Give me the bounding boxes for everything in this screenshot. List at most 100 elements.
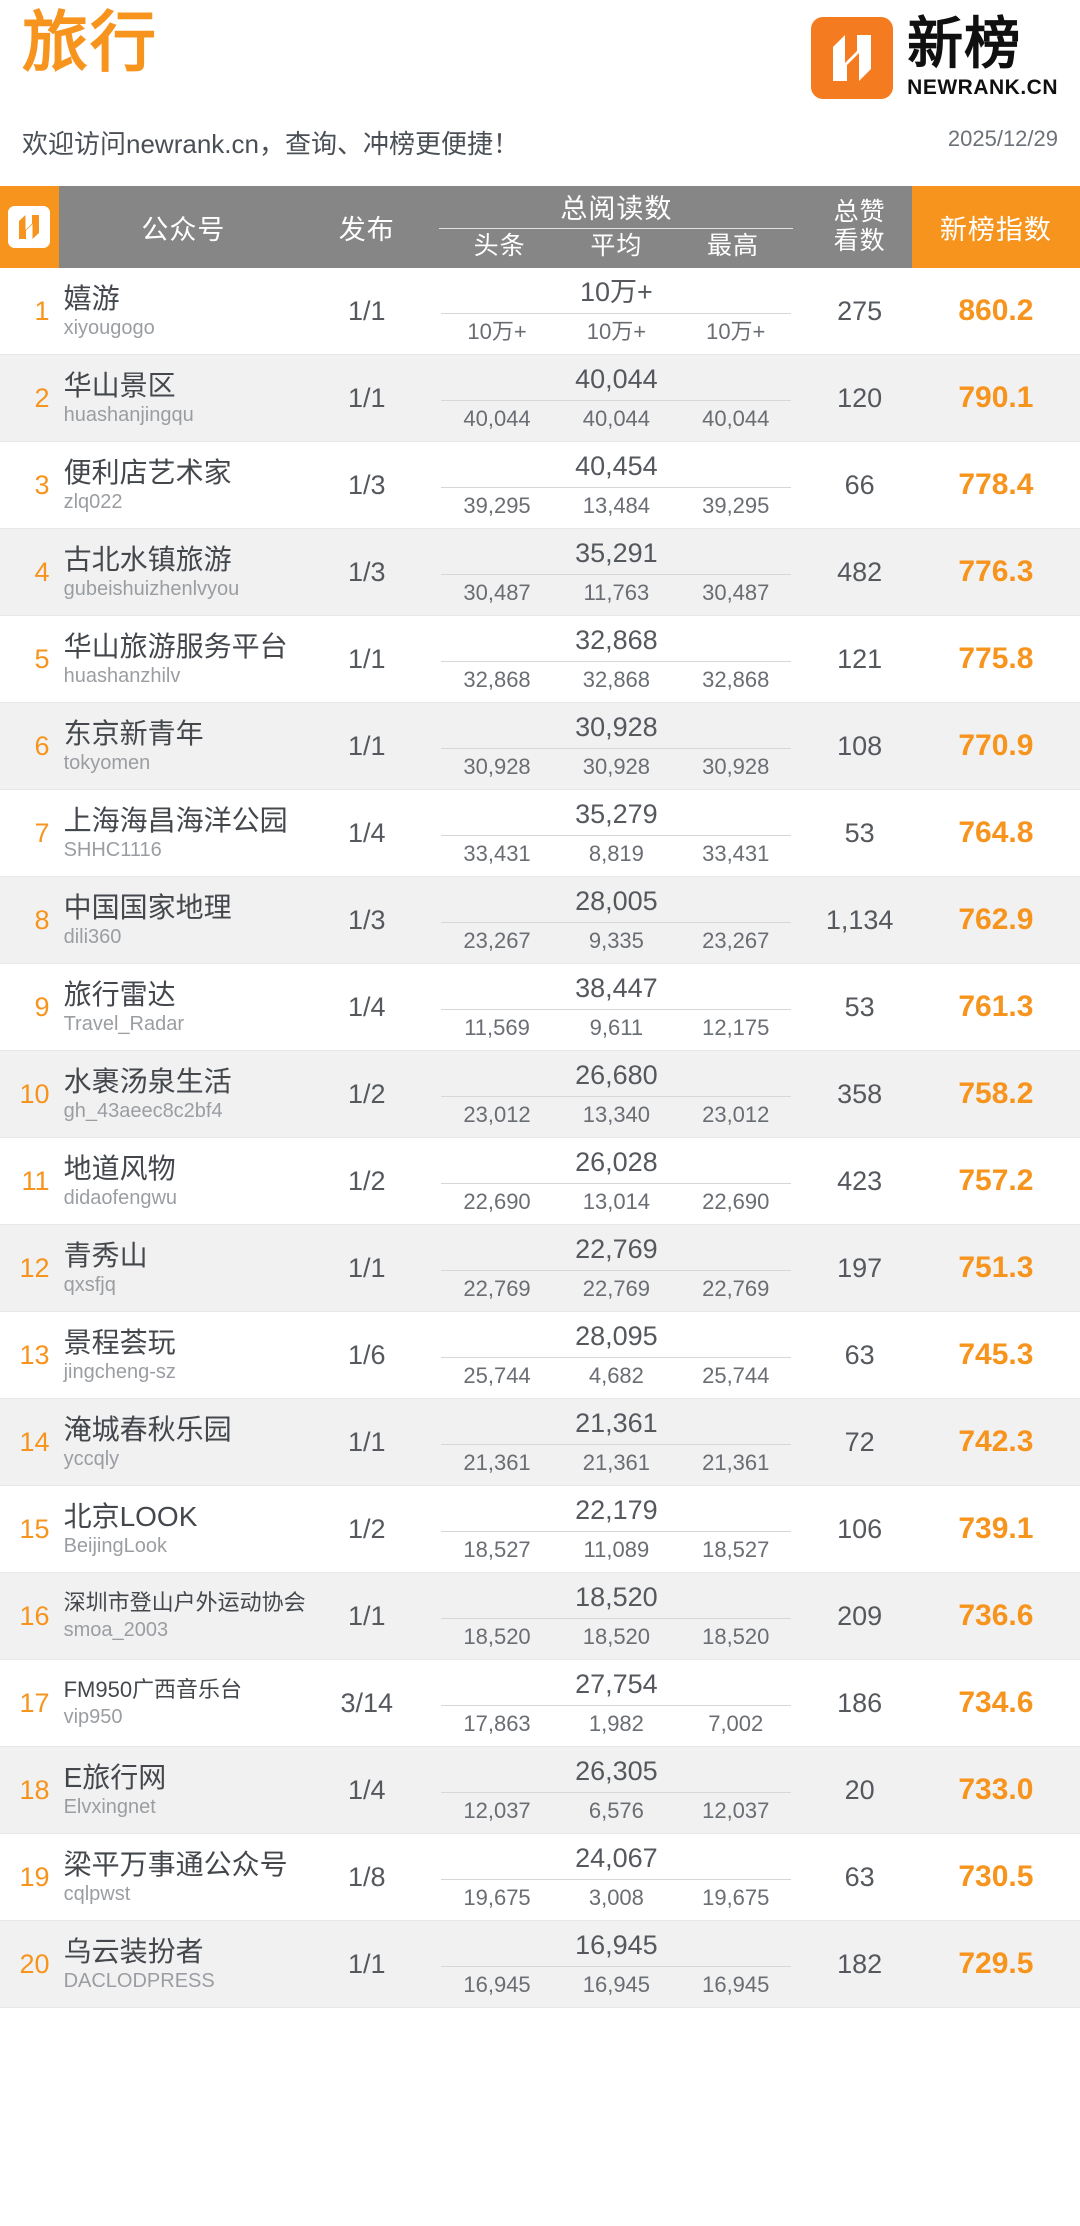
reads-max: 30,487	[702, 580, 770, 605]
table-row[interactable]: 17 FM950广西音乐台 vip950 3/14 27,754 17,863 1,982 7…	[0, 1659, 1080, 1747]
table-row[interactable]: 11 地道风物 didaofengwu 1/2 26,028 22,690 13,014 22…	[0, 1137, 1080, 1225]
newrank-logo-icon	[811, 17, 894, 99]
account-cell[interactable]: 华山景区 huashanjingqu	[59, 355, 309, 442]
account-name: 旅行雷达	[63, 978, 176, 1010]
newrank-index: 733.0	[958, 1773, 1034, 1806]
reads-divider	[441, 487, 792, 488]
rank-number: 2	[34, 382, 50, 413]
account-cell[interactable]: 上海海昌海洋公园 SHHC1116	[59, 790, 309, 877]
table-row[interactable]: 12 青秀山 qxsfjq 1/1 22,769 22,769 22,769 22,769 19…	[0, 1224, 1080, 1312]
reads-cell: 30,928 30,928 30,928 30,928	[425, 703, 807, 790]
account-cell[interactable]: 便利店艺术家 zlq022	[59, 442, 309, 529]
table-row[interactable]: 3 便利店艺术家 zlq022 1/3 40,454 39,295 13,484 39,295…	[0, 441, 1080, 529]
reads-average: 8,819	[588, 841, 644, 866]
reads-divider	[441, 1183, 792, 1184]
likes-count: 120	[837, 382, 883, 413]
account-cell[interactable]: 华山旅游服务平台 huashanzhilv	[59, 616, 309, 703]
account-cell[interactable]: 景程荟玩 jingcheng-sz	[59, 1312, 309, 1399]
newrank-index: 734.6	[958, 1686, 1034, 1719]
header-reads-average: 平均	[590, 231, 643, 260]
account-cell[interactable]: 水裹汤泉生活 gh_43aeec8c2bf4	[59, 1051, 309, 1138]
table-row[interactable]: 4 古北水镇旅游 gubeishuizhenlvyou 1/3 35,291 30,487…	[0, 528, 1080, 616]
reads-max: 18,520	[702, 1624, 770, 1649]
account-cell[interactable]: 深圳市登山户外运动协会 smoa_2003	[59, 1573, 309, 1660]
table-row[interactable]: 7 上海海昌海洋公园 SHHC1116 1/4 35,279 33,431 8,819 33,…	[0, 789, 1080, 877]
table-row[interactable]: 10 水裹汤泉生活 gh_43aeec8c2bf4 1/2 26,680 23,012 13…	[0, 1050, 1080, 1138]
rank-number: 6	[34, 730, 50, 761]
publish-count: 1/1	[347, 1426, 386, 1457]
table-row[interactable]: 13 景程荟玩 jingcheng-sz 1/6 28,095 25,744 4,682 25…	[0, 1311, 1080, 1399]
account-cell[interactable]: FM950广西音乐台 vip950	[59, 1660, 309, 1747]
rank-number: 12	[19, 1252, 50, 1283]
reads-headline: 23,012	[463, 1102, 531, 1127]
reads-max: 32,868	[702, 667, 770, 692]
publish-count: 1/6	[347, 1339, 386, 1370]
table-row[interactable]: 2 华山景区 huashanjingqu 1/1 40,044 40,044 40,044 4…	[0, 354, 1080, 442]
account-cell[interactable]: 中国国家地理 dili360	[59, 877, 309, 964]
reads-cell: 18,520 18,520 18,520 18,520	[425, 1573, 807, 1660]
likes-count: 358	[837, 1078, 883, 1109]
table-body: 1 嬉游 xiyougogo 1/1 10万+ 10万+ 10万+ 10万+ 275 860.2 2…	[0, 268, 1080, 2008]
reads-divider	[441, 1096, 792, 1097]
account-cell[interactable]: E旅行网 Elvxingnet	[59, 1747, 309, 1834]
table-row[interactable]: 19 梁平万事通公众号 cqlpwst 1/8 24,067 19,675 3,008 19,…	[0, 1833, 1080, 1921]
likes-count: 182	[837, 1948, 883, 1979]
table-row[interactable]: 18 E旅行网 Elvxingnet 1/4 26,305 12,037 6,576 12,0…	[0, 1746, 1080, 1834]
reads-divider	[441, 1444, 792, 1445]
table-row[interactable]: 16 深圳市登山户外运动协会 smoa_2003 1/1 18,520 18,520 18,…	[0, 1572, 1080, 1660]
table-row[interactable]: 14 淹城春秋乐园 yccqly 1/1 21,361 21,361 21,361 21,36…	[0, 1398, 1080, 1486]
account-name: 青秀山	[63, 1239, 148, 1271]
reads-divider	[441, 922, 792, 923]
reads-total: 26,305	[575, 1756, 658, 1786]
likes-count: 63	[844, 1861, 875, 1892]
likes-count: 53	[844, 817, 875, 848]
publish-count: 1/2	[347, 1513, 386, 1544]
reads-cell: 40,454 39,295 13,484 39,295	[425, 442, 807, 529]
reads-average: 13,484	[582, 493, 651, 518]
reads-headline: 23,267	[463, 928, 531, 953]
account-cell[interactable]: 东京新青年 tokyomen	[59, 703, 309, 790]
newrank-index: 761.3	[958, 990, 1034, 1023]
table-row[interactable]: 6 东京新青年 tokyomen 1/1 30,928 30,928 30,928 30,92…	[0, 702, 1080, 790]
account-cell[interactable]: 淹城春秋乐园 yccqly	[59, 1399, 309, 1486]
table-row[interactable]: 20 乌云装扮者 DACLODPRESS 1/1 16,945 16,945 16,945 1…	[0, 1920, 1080, 2008]
publish-count: 1/1	[347, 1252, 386, 1283]
table-row[interactable]: 8 中国国家地理 dili360 1/3 28,005 23,267 9,335 23,267…	[0, 876, 1080, 964]
account-cell[interactable]: 嬉游 xiyougogo	[59, 268, 309, 355]
account-cell[interactable]: 古北水镇旅游 gubeishuizhenlvyou	[59, 529, 309, 616]
account-id: SHHC1116	[63, 839, 162, 862]
account-name: E旅行网	[63, 1761, 167, 1793]
reads-average: 30,928	[582, 754, 651, 779]
reads-total: 40,044	[575, 364, 658, 394]
account-cell[interactable]: 梁平万事通公众号 cqlpwst	[59, 1834, 309, 1921]
newrank-index: 757.2	[958, 1164, 1034, 1197]
reads-max: 21,361	[702, 1450, 770, 1475]
account-id: Elvxingnet	[63, 1796, 156, 1819]
newrank-index: 775.8	[958, 642, 1034, 675]
table-row[interactable]: 9 旅行雷达 Travel_Radar 1/4 38,447 11,569 9,611 12,…	[0, 963, 1080, 1051]
account-id: jingcheng-sz	[63, 1361, 176, 1384]
likes-count: 53	[844, 991, 875, 1022]
reads-headline: 30,928	[463, 754, 531, 779]
reads-divider	[441, 313, 792, 314]
account-cell[interactable]: 地道风物 didaofengwu	[59, 1138, 309, 1225]
account-cell[interactable]: 乌云装扮者 DACLODPRESS	[59, 1921, 309, 2008]
table-row[interactable]: 5 华山旅游服务平台 huashanzhilv 1/1 32,868 32,868 32,8…	[0, 615, 1080, 703]
reads-average: 32,868	[582, 667, 651, 692]
likes-count: 275	[837, 295, 883, 326]
table-row[interactable]: 15 北京LOOK BeijingLook 1/2 22,179 18,527 11,089…	[0, 1485, 1080, 1573]
page-subtitle: 欢迎访问newrank.cn，查询、冲榜更便捷！	[22, 129, 519, 159]
reads-max: 30,928	[702, 754, 770, 779]
likes-count: 482	[837, 556, 883, 587]
reads-total: 21,361	[575, 1408, 658, 1438]
account-name: 东京新青年	[63, 717, 204, 749]
publish-count: 1/4	[347, 817, 386, 848]
publish-count: 1/4	[347, 1774, 386, 1805]
account-cell[interactable]: 旅行雷达 Travel_Radar	[59, 964, 309, 1051]
table-row[interactable]: 1 嬉游 xiyougogo 1/1 10万+ 10万+ 10万+ 10万+ 275 860.2	[0, 268, 1080, 355]
account-cell[interactable]: 北京LOOK BeijingLook	[59, 1486, 309, 1573]
account-name: 上海海昌海洋公园	[63, 804, 288, 836]
account-cell[interactable]: 青秀山 qxsfjq	[59, 1225, 309, 1312]
brand-logo: 新榜 NEWRANK.CN	[811, 16, 1058, 100]
header-reads-max: 最高	[707, 231, 760, 260]
